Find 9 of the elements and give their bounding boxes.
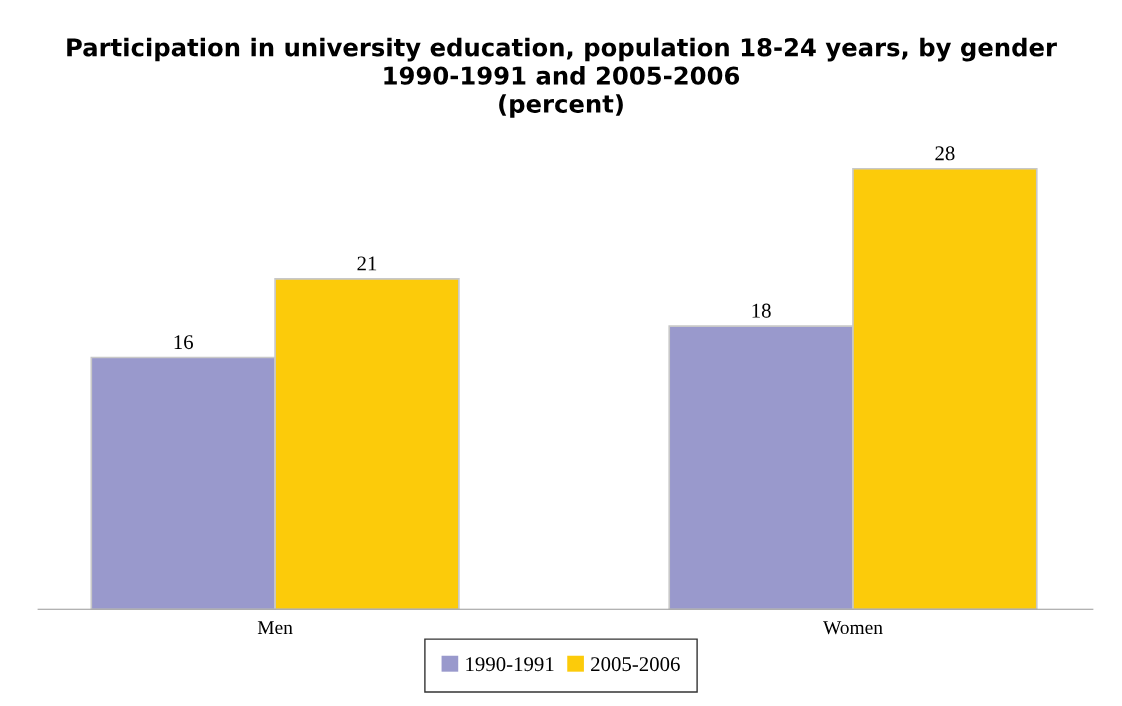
legend-label: 2005-2006 — [591, 657, 680, 672]
data-label: 28 — [935, 146, 955, 161]
data-label: 18 — [752, 303, 771, 318]
chart-title: Participation in university education, population 18-24 years, by gender 1990-1991 and 2005-2006 (percent) — [67, 37, 1057, 118]
x-tick-label: Men — [257, 621, 293, 635]
data-label: 16 — [174, 335, 193, 350]
x-tick-label: Women — [823, 621, 883, 635]
data-label: 21 — [357, 256, 377, 271]
legend-label: 1990-1991 — [466, 657, 554, 672]
